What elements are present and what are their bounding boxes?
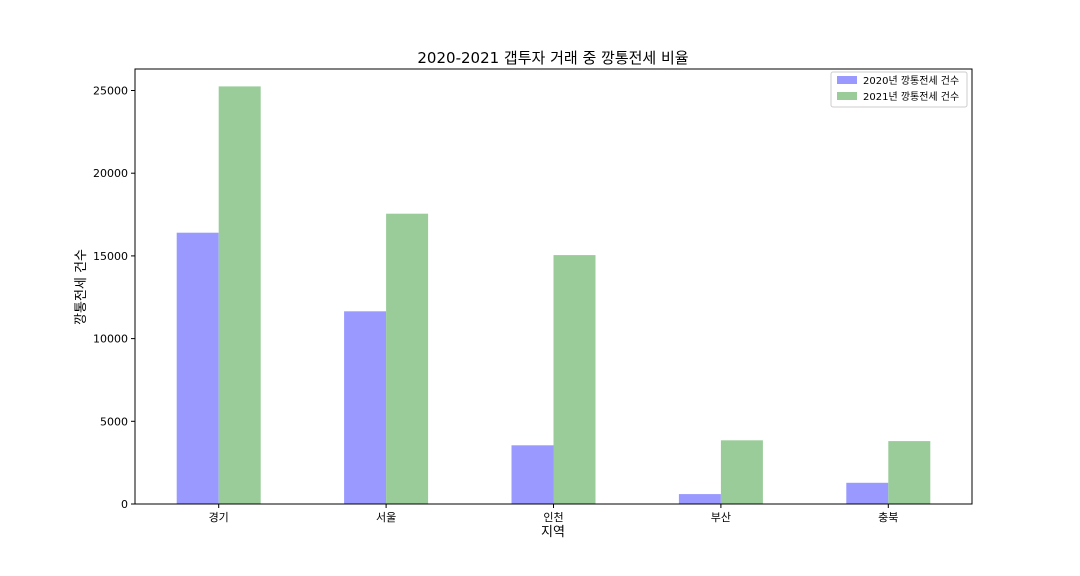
- bar-2021-1: [386, 213, 429, 504]
- x-tick-label: 인천: [543, 510, 563, 524]
- legend-label-2021: 2021년 깡통전세 건수: [863, 91, 959, 103]
- bar-2021-4: [888, 441, 931, 504]
- chart-title: 2020-2021 갭투자 거래 중 깡통전세 비율: [417, 49, 688, 67]
- y-tick-label: 25000: [93, 85, 128, 98]
- y-axis-ticks: 0 5000 10000 15000 20000 25000: [93, 85, 135, 511]
- bars-layer: [176, 86, 931, 505]
- x-axis-label: 지역: [541, 525, 565, 540]
- legend: 2020년 깡통전세 건수 2021년 깡통전세 건수: [830, 71, 968, 108]
- bar-2020-2: [511, 445, 554, 504]
- legend-box: [830, 71, 968, 108]
- y-tick-label: 15000: [93, 250, 128, 263]
- bar-2020-3: [678, 494, 721, 504]
- y-tick-label: 10000: [93, 333, 128, 346]
- bar-2020-0: [176, 232, 219, 504]
- x-tick-label: 충북: [878, 511, 898, 524]
- x-axis-ticks: 경기 서울 인천 부산 충북: [209, 504, 898, 524]
- x-tick-label: 서울: [376, 511, 396, 524]
- legend-swatch-2020: [837, 76, 857, 84]
- bar-2021-2: [553, 255, 596, 504]
- plot-area: 경기 서울 인천 부산 충북 0 5000 10000 15000 20000 25000: [93, 68, 973, 524]
- y-tick-label: 20000: [93, 167, 128, 180]
- bar-2021-0: [218, 86, 261, 505]
- legend-swatch-2021: [837, 92, 857, 100]
- y-axis-label: 깡통전세 건수: [74, 249, 89, 325]
- bar-2021-3: [720, 440, 763, 504]
- x-tick-label: 경기: [209, 511, 229, 524]
- legend-label-2020: 2020년 깡통전세 건수: [863, 75, 959, 87]
- bar-2020-4: [846, 482, 889, 504]
- bar-2020-1: [344, 311, 387, 504]
- x-tick-label: 부산: [711, 511, 731, 524]
- y-tick-label: 5000: [100, 415, 128, 428]
- y-tick-label: 0: [121, 498, 128, 511]
